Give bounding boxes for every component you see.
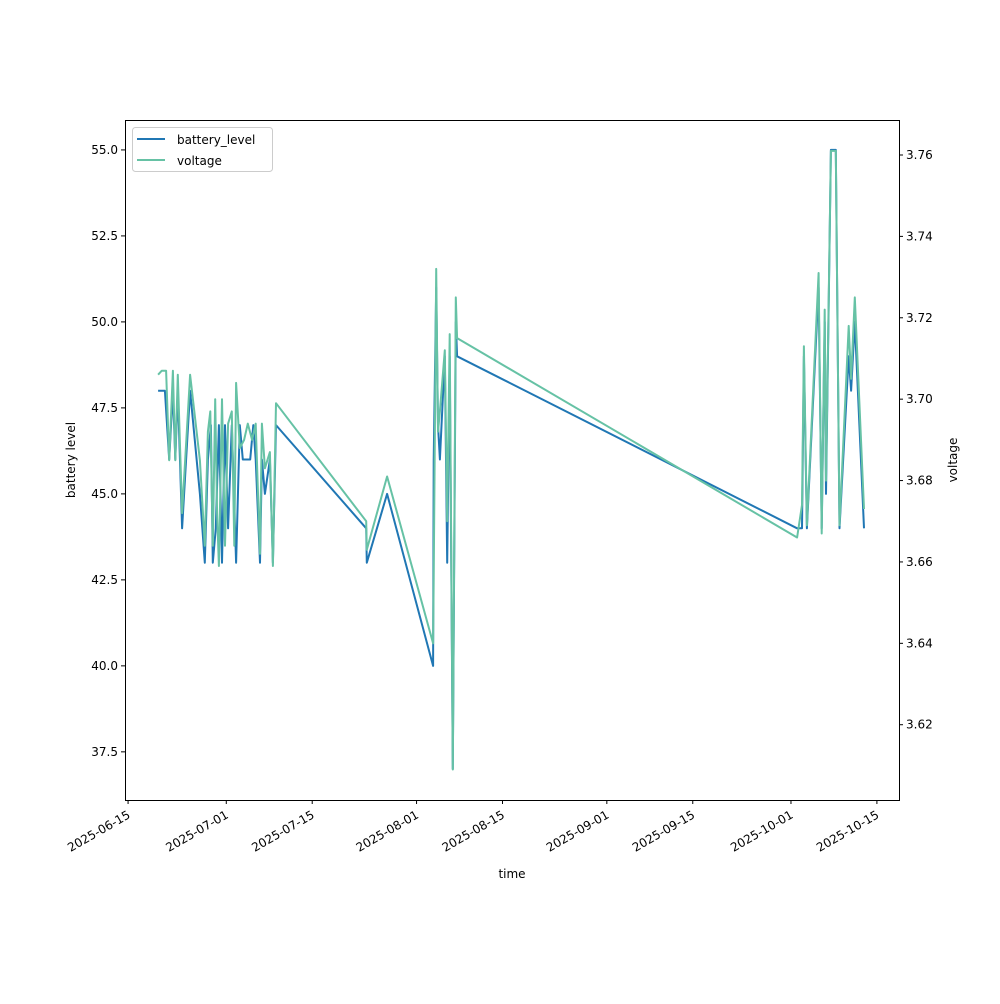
legend-box: [132, 127, 273, 172]
right-y-tick-label: 3.68: [906, 474, 933, 488]
left-y-tick-label: 47.5: [91, 401, 118, 415]
left-y-tick-label: 37.5: [91, 745, 118, 759]
right-y-tick-label: 3.62: [906, 718, 933, 732]
x-tick-label: 2025-09-15: [630, 808, 697, 855]
plot-frame: [125, 120, 900, 801]
x-tick-label: 2025-07-15: [249, 808, 316, 855]
legend-battery-level: battery_level: [137, 133, 255, 147]
x-tick-label: 2025-08-15: [440, 808, 507, 855]
x-axis-label: time: [498, 867, 525, 881]
left-y-tick-label: 55.0: [91, 143, 118, 157]
right-y-tick-label: 3.76: [906, 148, 933, 162]
left-y-tick-label: 42.5: [91, 573, 118, 587]
right-y-tick-label: 3.72: [906, 311, 933, 325]
legend-voltage: voltage: [137, 154, 222, 168]
legend-label-voltage: voltage: [177, 154, 222, 168]
right-y-axis-label: voltage: [946, 438, 960, 483]
right-y-tick-label: 3.74: [906, 229, 933, 243]
left-y-axis-label: battery level: [64, 422, 78, 498]
right-y-tick-label: 3.70: [906, 392, 933, 406]
x-tick-label: 2025-08-01: [354, 808, 421, 855]
legend: battery_level voltage: [132, 127, 273, 172]
x-tick-label: 2025-06-15: [65, 808, 132, 855]
legend-label-battery-level: battery_level: [177, 133, 255, 147]
left-y-tick-label: 50.0: [91, 315, 118, 329]
left-y-tick-label: 40.0: [91, 659, 118, 673]
left-y-tick-label: 45.0: [91, 487, 118, 501]
x-tick-label: 2025-10-15: [814, 808, 881, 855]
right-y-tick-label: 3.64: [906, 636, 933, 650]
x-tick-label: 2025-07-01: [163, 808, 230, 855]
right-y-tick-label: 3.66: [906, 555, 933, 569]
x-tick-label: 2025-10-01: [728, 808, 795, 855]
x-tick-label: 2025-09-01: [544, 808, 611, 855]
series-line-voltage: [157, 149, 865, 771]
left-y-tick-label: 52.5: [91, 229, 118, 243]
